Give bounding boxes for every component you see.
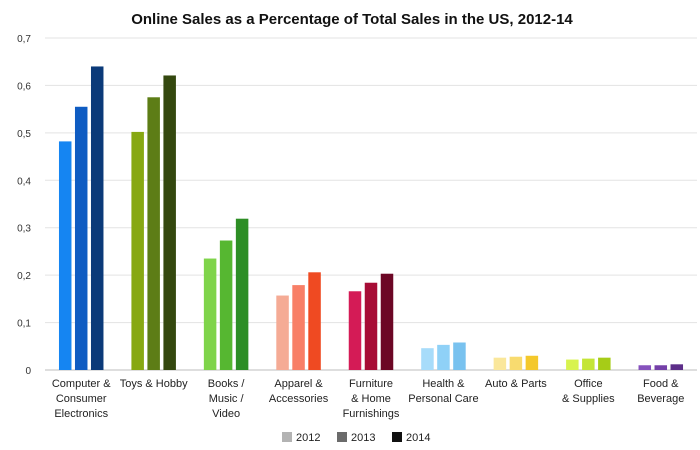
bar (493, 357, 507, 370)
y-axis: 0 0,1 0,2 0,3 0,4 0,5 0,6 0,7 (17, 34, 31, 377)
legend-swatch (282, 432, 292, 442)
bar (525, 355, 539, 370)
chart-title: Online Sales as a Percentage of Total Sa… (131, 11, 573, 28)
y-tick-label: 0,2 (17, 271, 31, 282)
bar (654, 365, 668, 370)
x-tick-label: Health & Personal Care (408, 378, 478, 405)
y-tick-label: 0,6 (17, 81, 31, 92)
legend-swatch (337, 432, 347, 442)
bar (292, 285, 305, 370)
x-tick-label: Auto & Parts (485, 378, 547, 390)
x-tick-label: Furniture & Home Furnishings (343, 378, 400, 420)
bar (638, 365, 652, 370)
bar (670, 364, 684, 370)
y-tick-label: 0,7 (17, 34, 31, 45)
bar (90, 66, 104, 370)
x-tick-label: Toys & Hobby (120, 378, 188, 390)
bar (380, 273, 394, 370)
y-tick-label: 0 (25, 366, 31, 377)
bar (131, 131, 144, 370)
bar (58, 141, 72, 370)
bar (582, 358, 595, 370)
bar (421, 348, 434, 370)
bar (147, 97, 160, 371)
bar (163, 75, 176, 371)
y-tick-label: 0,5 (17, 129, 31, 140)
bar (348, 291, 362, 370)
x-axis-labels: Computer & Consumer Electronics Toys & Hobb… (52, 378, 684, 420)
x-tick-label: Office & Supplies (562, 378, 615, 405)
x-tick-label: Apparel & Accessories (269, 378, 329, 405)
bar (74, 106, 88, 371)
legend-label: 2014 (406, 432, 430, 444)
bar (308, 272, 321, 370)
bar (203, 258, 217, 370)
bar (235, 218, 249, 370)
legend-label: 2012 (296, 432, 320, 444)
legend-label: 2013 (351, 432, 375, 444)
y-tick-label: 0,4 (17, 176, 31, 187)
bar (364, 282, 378, 370)
bar (453, 342, 466, 370)
legend: 2012 2013 2014 (282, 432, 430, 444)
bar (598, 357, 611, 370)
bars (58, 66, 684, 371)
bar (509, 356, 523, 370)
y-tick-label: 0,3 (17, 224, 31, 235)
bar (276, 295, 289, 370)
bar (437, 344, 450, 370)
x-tick-label: Computer & Consumer Electronics (52, 378, 111, 420)
x-tick-label: Books / Music / Video (208, 378, 246, 420)
x-tick-label: Food & Beverage (637, 378, 684, 405)
y-tick-label: 0,1 (17, 319, 31, 330)
bar (566, 359, 579, 370)
bar (219, 240, 233, 370)
legend-swatch (392, 432, 402, 442)
